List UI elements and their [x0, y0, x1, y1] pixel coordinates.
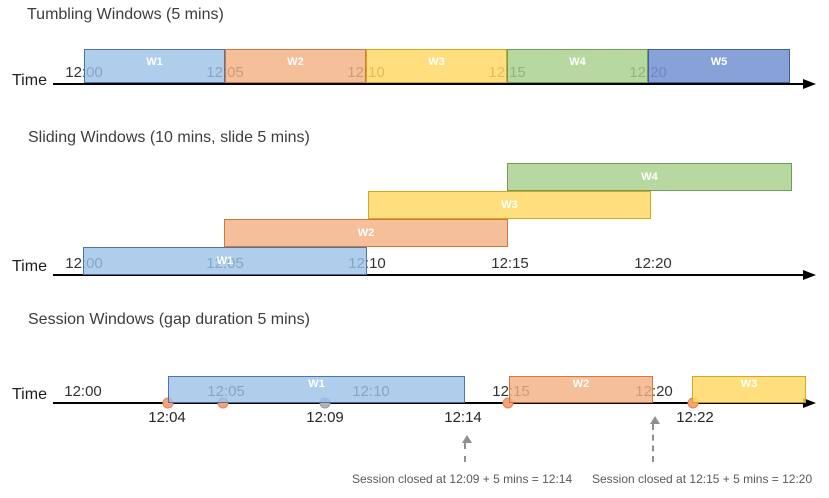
session-axis-arrowhead-icon	[803, 398, 816, 408]
tumbling-window-box-w1: W1	[84, 49, 225, 83]
sliding-window-box-w4: W4	[507, 163, 792, 191]
sliding-window-box-w2: W2	[224, 219, 508, 247]
window-label: W1	[216, 254, 234, 267]
session-time-axis-label: Time	[12, 386, 47, 403]
window-label: W2	[357, 226, 375, 239]
tumbling-section-title: Tumbling Windows (5 mins)	[27, 6, 224, 23]
window-label: W1	[308, 378, 325, 390]
session-section-title: Session Windows (gap duration 5 mins)	[28, 311, 310, 328]
sliding-time-axis-label: Time	[12, 258, 47, 275]
sliding-tick-label: 12:20	[634, 255, 672, 272]
sliding-time-axis-line	[53, 274, 803, 276]
sliding-window-box-w1: W1	[83, 247, 367, 275]
tumbling-window-box-w2: W2	[225, 49, 366, 83]
session-closed-caption: Session closed at 12:15 + 5 mins = 12:20	[592, 472, 813, 486]
event-time-label: 12:04	[148, 409, 186, 426]
annotation-arrow-icon	[462, 435, 472, 462]
tumbling-time-axis-label: Time	[12, 72, 47, 89]
window-label: W2	[287, 56, 304, 68]
session-window-box-w1: W1	[168, 376, 465, 403]
tumbling-window-box-w5: W5	[648, 49, 790, 83]
session-closed-caption: Session closed at 12:09 + 5 mins = 12:14	[352, 472, 573, 486]
tumbling-window-box-w3: W3	[366, 49, 507, 83]
annotation-arrow-icon	[650, 416, 660, 462]
sliding-tick-label: 12:15	[491, 255, 529, 272]
tumbling-time-axis-line	[53, 83, 803, 85]
event-time-label: 12:22	[676, 409, 714, 426]
tumbling-window-box-w4: W4	[507, 49, 648, 83]
sliding-axis-arrowhead-icon	[803, 270, 816, 280]
window-label: W3	[428, 56, 445, 68]
window-label: W3	[501, 198, 518, 211]
session-tick-label: 12:00	[64, 383, 102, 400]
window-label: W5	[710, 56, 728, 68]
window-label: W4	[641, 170, 658, 183]
sliding-window-box-w3: W3	[368, 191, 651, 219]
window-label: W3	[740, 378, 758, 390]
tumbling-axis-arrowhead-icon	[803, 79, 816, 89]
window-label: W1	[146, 56, 163, 68]
window-label: W2	[572, 378, 590, 390]
session-window-box-w3: W3	[692, 376, 806, 403]
event-time-label: 12:09	[306, 409, 344, 426]
event-dot	[502, 397, 514, 409]
window-label: W4	[569, 56, 586, 68]
session-time-axis-line	[53, 402, 803, 404]
sliding-section-title: Sliding Windows (10 mins, slide 5 mins)	[28, 129, 310, 146]
session-window-box-w2: W2	[509, 376, 653, 403]
event-time-label: 12:14	[444, 409, 482, 426]
